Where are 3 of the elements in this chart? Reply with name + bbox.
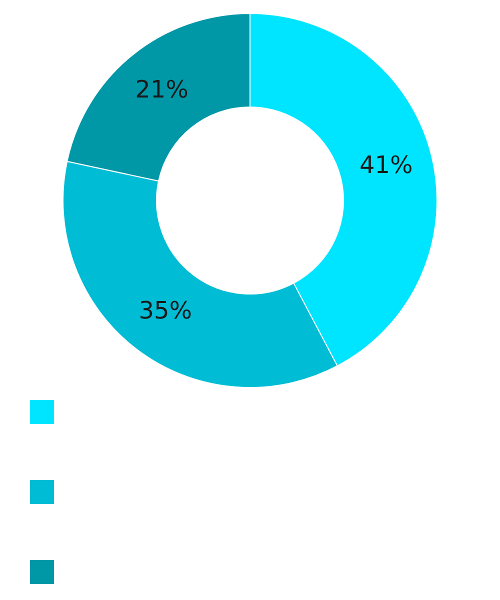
data-label: 41% [359,151,413,179]
data-label: 21% [135,76,188,104]
data-label: 35% [138,296,192,325]
